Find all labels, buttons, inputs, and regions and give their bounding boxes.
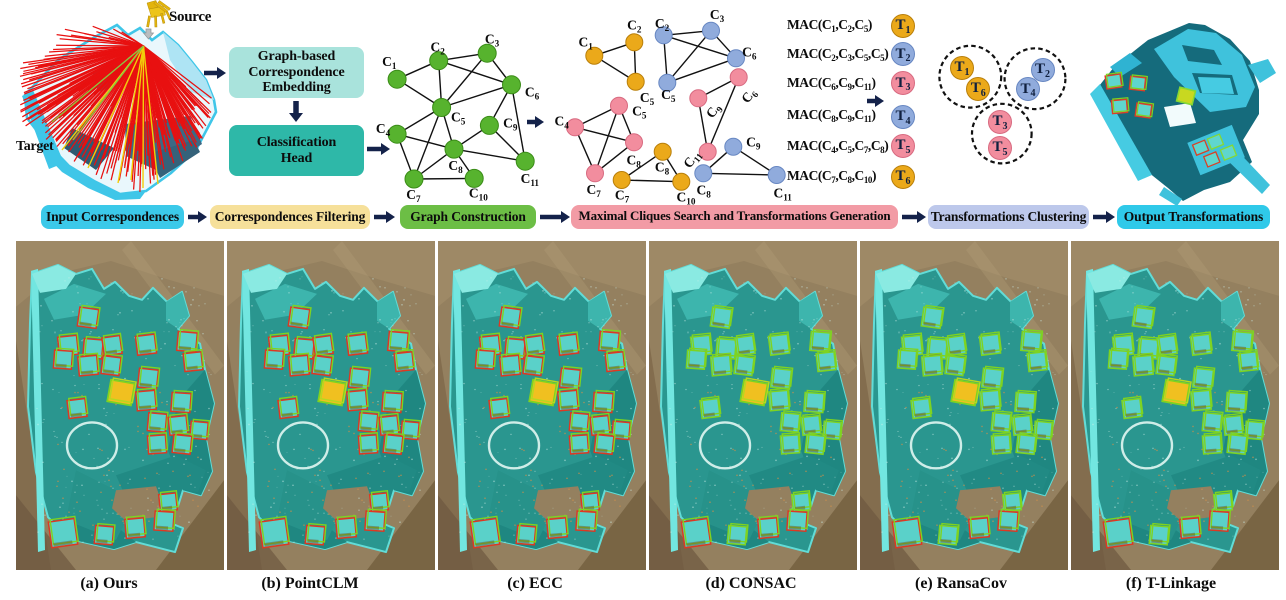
svg-text:C8: C8: [627, 153, 642, 170]
svg-text:C7: C7: [587, 182, 602, 199]
svg-text:C5: C5: [632, 104, 647, 121]
svg-text:C10: C10: [677, 189, 696, 206]
svg-text:C6: C6: [738, 85, 760, 107]
svg-text:C2: C2: [627, 18, 642, 35]
svg-text:C9: C9: [746, 135, 761, 152]
svg-text:C7: C7: [406, 187, 421, 204]
svg-text:C1: C1: [579, 35, 594, 52]
svg-text:C3: C3: [485, 32, 500, 49]
svg-text:Source: Source: [169, 9, 212, 25]
svg-text:C11: C11: [773, 185, 792, 202]
svg-text:C11: C11: [521, 171, 540, 188]
svg-text:C2: C2: [431, 40, 446, 57]
svg-text:C2: C2: [655, 16, 670, 33]
svg-text:C5: C5: [451, 110, 466, 127]
svg-text:C5: C5: [640, 90, 655, 107]
svg-text:C6: C6: [525, 85, 540, 102]
svg-text:C7: C7: [615, 188, 630, 205]
svg-text:C8: C8: [655, 159, 670, 176]
svg-text:C8: C8: [448, 158, 463, 175]
svg-text:C9: C9: [503, 116, 518, 133]
svg-text:Target: Target: [16, 139, 54, 154]
svg-text:C1: C1: [382, 54, 397, 71]
svg-text:C4: C4: [555, 114, 570, 131]
svg-text:C4: C4: [376, 121, 391, 138]
svg-text:C3: C3: [710, 10, 725, 24]
svg-text:C10: C10: [469, 186, 488, 203]
svg-text:C5: C5: [661, 87, 676, 104]
svg-text:C8: C8: [697, 183, 712, 200]
svg-text:C6: C6: [742, 44, 757, 61]
